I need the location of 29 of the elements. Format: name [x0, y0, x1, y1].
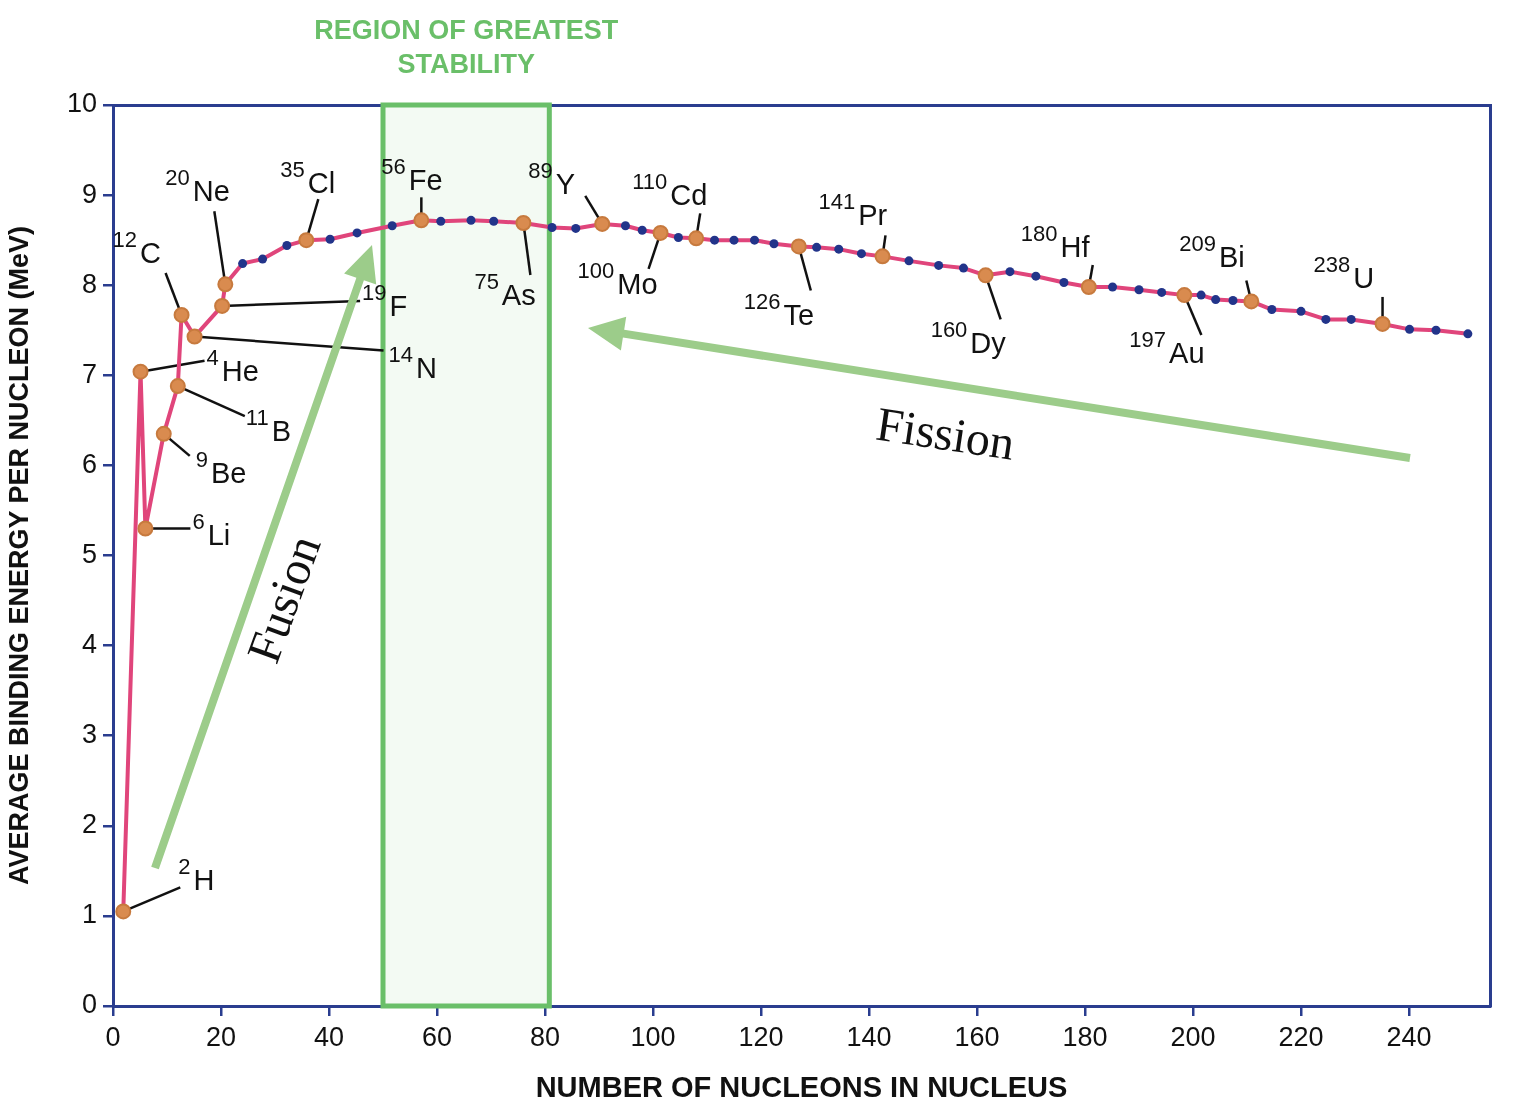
x-axis-title: NUMBER OF NUCLEONS IN NUCLEUS — [535, 1070, 1068, 1103]
y-tick-label: 8 — [81, 268, 97, 299]
y-tick-label: 1 — [81, 899, 97, 930]
y-tick-label: 0 — [81, 989, 97, 1020]
x-tick-label: 100 — [630, 1021, 676, 1052]
x-tick-label: 220 — [1278, 1021, 1324, 1052]
x-tick-label: 120 — [738, 1021, 784, 1052]
x-tick-label: 140 — [846, 1021, 892, 1052]
y-tick-label: 4 — [81, 629, 97, 660]
x-tick-label: 240 — [1386, 1021, 1432, 1052]
y-tick-label: 2 — [81, 809, 97, 840]
y-tick-label: 3 — [81, 719, 97, 750]
annotation: Fission — [873, 396, 1019, 470]
y-tick-label: 5 — [81, 538, 97, 569]
x-tick-label: 160 — [954, 1021, 1000, 1052]
x-tick-label: 180 — [1062, 1021, 1108, 1052]
y-tick-label: 10 — [66, 88, 97, 119]
y-tick-label: 9 — [81, 178, 97, 209]
y-axis-title: AVERAGE BINDING ENERGY PER NUCLEON (MeV) — [3, 225, 34, 886]
x-tick-label: 60 — [421, 1021, 453, 1052]
band-label: REGION OF GREATEST STABILITY — [314, 15, 619, 79]
y-tick-label: 7 — [81, 358, 97, 389]
x-tick-label: 200 — [1170, 1021, 1216, 1052]
x-tick-label: 0 — [105, 1021, 121, 1052]
x-tick-label: 40 — [313, 1021, 345, 1052]
x-tick-label: 20 — [205, 1021, 237, 1052]
x-tick-label: 80 — [529, 1021, 561, 1052]
annotation: Fusion — [236, 528, 331, 670]
y-tick-label: 6 — [81, 448, 97, 479]
